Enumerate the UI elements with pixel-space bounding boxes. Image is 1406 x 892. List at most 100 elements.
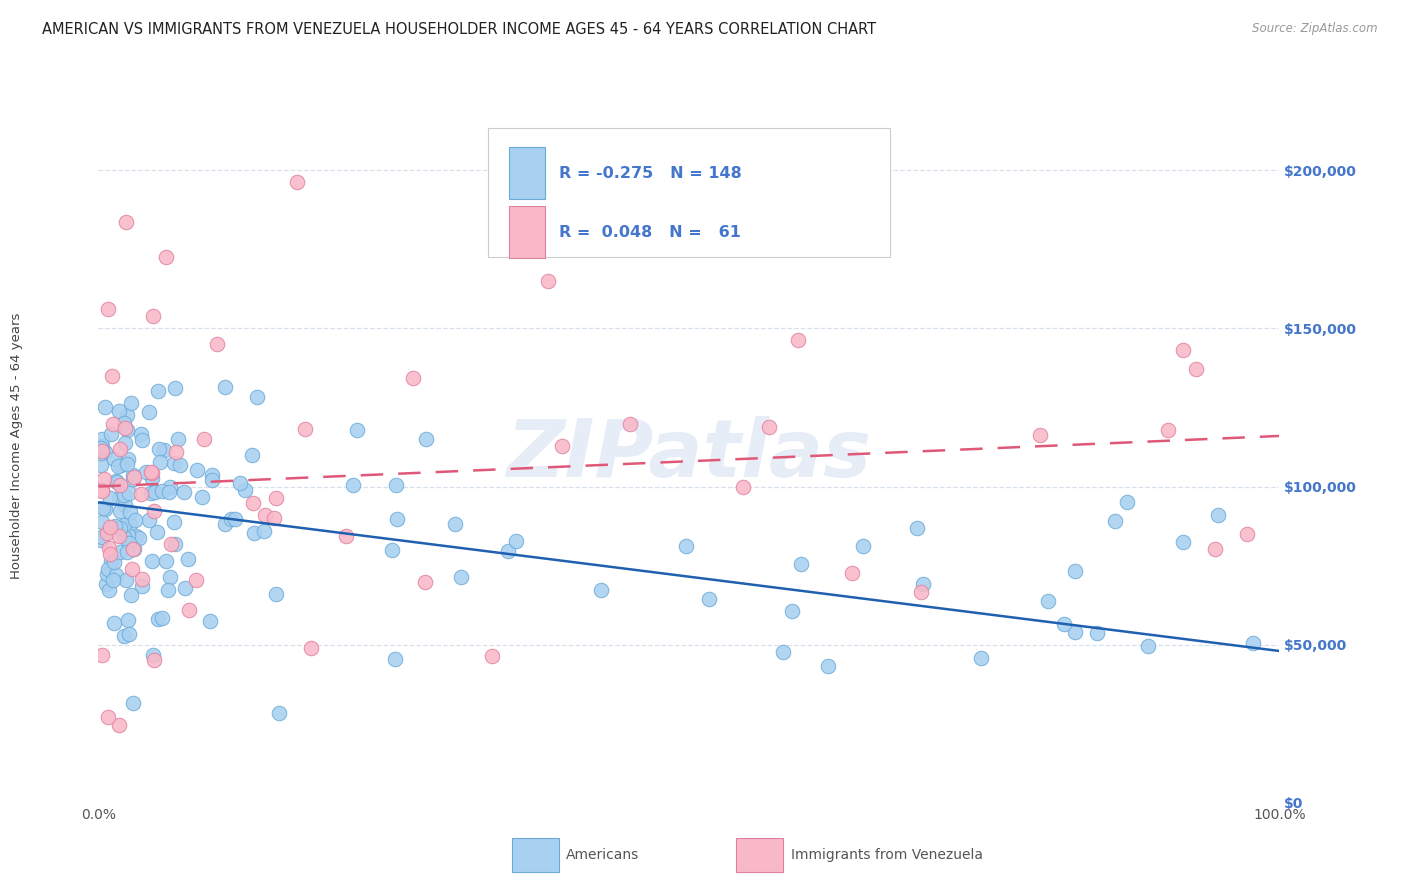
Point <box>1171 343 1194 357</box>
Point <box>1236 526 1258 541</box>
Point <box>91 443 114 458</box>
Point <box>153 442 176 457</box>
Point <box>104 568 127 582</box>
Point <box>159 480 181 494</box>
Bar <box>737 838 783 872</box>
Point <box>537 274 560 288</box>
Point <box>786 333 808 347</box>
Point <box>790 557 813 571</box>
Point <box>910 584 932 599</box>
Point <box>443 517 465 532</box>
Point <box>263 511 285 525</box>
Point <box>103 452 125 467</box>
Point <box>141 465 163 479</box>
Point <box>148 384 170 398</box>
Point <box>912 577 935 591</box>
Point <box>112 487 135 501</box>
Point <box>118 505 141 519</box>
Point <box>141 471 163 485</box>
Text: ZIPatlas: ZIPatlas <box>506 416 872 494</box>
Point <box>94 577 117 591</box>
Text: AMERICAN VS IMMIGRANTS FROM VENEZUELA HOUSEHOLDER INCOME AGES 45 - 64 YEARS CORR: AMERICAN VS IMMIGRANTS FROM VENEZUELA HO… <box>42 22 876 37</box>
Point <box>91 433 114 447</box>
Point <box>193 432 215 446</box>
Point <box>129 426 152 441</box>
Point <box>94 501 117 516</box>
Point <box>205 337 228 351</box>
Point <box>169 458 191 472</box>
Point <box>91 483 114 497</box>
Point <box>139 486 162 500</box>
Point <box>299 640 322 655</box>
Point <box>214 516 236 531</box>
Point <box>165 537 187 551</box>
Point <box>118 485 141 500</box>
Point <box>415 432 437 446</box>
Point <box>224 512 246 526</box>
Point <box>122 468 145 483</box>
Point <box>166 432 188 446</box>
Point <box>103 615 125 630</box>
Point <box>114 436 136 450</box>
Point <box>90 441 112 455</box>
Point <box>246 390 269 404</box>
Bar <box>509 206 546 259</box>
Point <box>817 659 839 673</box>
Point <box>91 483 114 498</box>
Point <box>155 554 177 568</box>
Point <box>1064 624 1087 639</box>
Point <box>100 427 122 442</box>
Point <box>970 651 993 665</box>
Point <box>160 537 183 551</box>
Point <box>91 530 114 544</box>
Point <box>1185 362 1208 376</box>
Point <box>122 697 145 711</box>
Point <box>1029 427 1052 442</box>
Point <box>90 440 112 454</box>
Point <box>240 448 263 462</box>
Point <box>385 477 408 491</box>
Point <box>100 368 122 383</box>
Text: R =  0.048   N =   61: R = 0.048 N = 61 <box>560 225 741 240</box>
Point <box>505 534 527 549</box>
Point <box>112 530 135 544</box>
Point <box>124 469 146 483</box>
Point <box>1116 495 1139 509</box>
Point <box>122 542 145 557</box>
Point <box>1204 542 1226 557</box>
Point <box>110 545 132 559</box>
Point <box>142 309 165 323</box>
Point <box>97 562 120 576</box>
Point <box>589 582 612 597</box>
Point <box>135 465 157 479</box>
Point <box>115 409 138 423</box>
Point <box>141 467 163 481</box>
Point <box>105 475 128 490</box>
Point <box>117 536 139 550</box>
Point <box>294 422 316 436</box>
Point <box>201 473 224 487</box>
Point <box>105 519 128 533</box>
Point <box>143 485 166 500</box>
Point <box>112 629 135 643</box>
Point <box>98 583 121 598</box>
Point <box>346 423 368 437</box>
Point <box>179 603 201 617</box>
Point <box>253 508 276 523</box>
Point <box>149 455 172 469</box>
Point <box>107 458 129 473</box>
Point <box>772 645 794 659</box>
Point <box>157 484 180 499</box>
Point <box>335 529 357 543</box>
Point <box>200 614 222 628</box>
Point <box>110 504 132 518</box>
Point <box>90 515 112 529</box>
Point <box>235 483 257 497</box>
Point <box>675 539 697 553</box>
Point <box>163 516 186 530</box>
Point <box>731 480 754 494</box>
Point <box>98 547 121 561</box>
Point <box>146 524 169 539</box>
Point <box>141 554 163 568</box>
Point <box>162 457 184 471</box>
